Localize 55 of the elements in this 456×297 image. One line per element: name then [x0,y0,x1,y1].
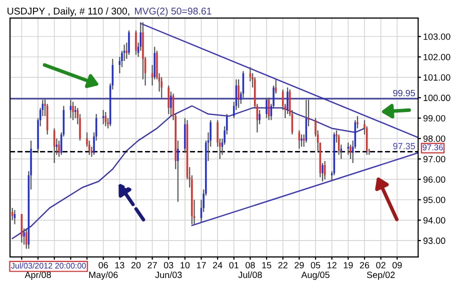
x2-tick-label: Apr/08 [24,271,51,280]
x-tick-label: 19 [344,262,353,268]
x-tick-label: 24 [213,262,222,268]
y-tick-label: 95.00 [423,196,446,204]
candlestick [238,78,240,108]
x-tick-label: 20 [131,262,141,268]
x-tick-label: 12 [328,262,336,268]
x-tick-label: 01 [229,262,238,268]
x-tick-label: 08 [246,262,255,268]
x2-tick-label: Aug/05 [301,271,330,280]
y-tick-label: 94.00 [423,217,446,224]
y-tick-label: 103.00 [424,33,450,40]
chart-title: USDJPY , Daily, # 110 / 300, [8,7,130,16]
candlestick [266,97,268,119]
candlestick [322,162,324,182]
x-tick-label: 06 [98,262,108,268]
x-tick-label: 29 [294,262,304,268]
ref-line-label: 97.35 [393,142,415,150]
y-tick-label: 97.00 [423,156,446,162]
x-tick-label: 27 [148,262,157,268]
candlestick [286,86,288,115]
candlestick [128,30,130,56]
x-tick-label: 13 [115,262,124,268]
x-tick-label: 26 [360,262,370,268]
candlestick [268,97,270,121]
y-tick-label: 96.00 [423,176,446,183]
x-tick-label: 05 [310,262,320,268]
x-tick-label: 09 [392,262,402,268]
candlestick [350,144,352,160]
x-tick-label: 02 [376,262,386,268]
x-tick-label: 22 [278,262,288,268]
candlestick [72,101,74,121]
candlestick [23,228,25,246]
x-tick-label: 10 [180,262,190,268]
y-tick-label: 100.00 [424,94,450,102]
x-tick-label: 03 [164,262,174,268]
y-tick-label: 93.00 [423,238,446,244]
x-tick-label: 17 [196,262,206,268]
text: MVG(2) 50=98.61 [135,7,212,16]
candlestick [300,134,302,148]
candlestick [135,30,137,56]
y-tick-label: 102.00 [424,54,450,60]
text: 97.36 [422,144,443,150]
ref-line-label: 99.95 [393,90,415,96]
x-tick-label: 15 [262,262,272,268]
text: Jul/03/2012 20:00:00 [11,262,86,269]
x2-tick-label: Sep/02 [366,271,395,280]
x2-tick-label: Jul/08 [238,271,262,278]
candlestick [160,76,162,98]
x2-tick-label: May/06 [89,271,118,280]
x2-tick-label: Jun/03 [155,271,182,278]
y-tick-label: 99.00 [423,115,446,122]
candlestick [168,84,170,115]
y-tick-label: 98.00 [423,136,446,142]
y-tick-label: 101.00 [424,74,450,81]
